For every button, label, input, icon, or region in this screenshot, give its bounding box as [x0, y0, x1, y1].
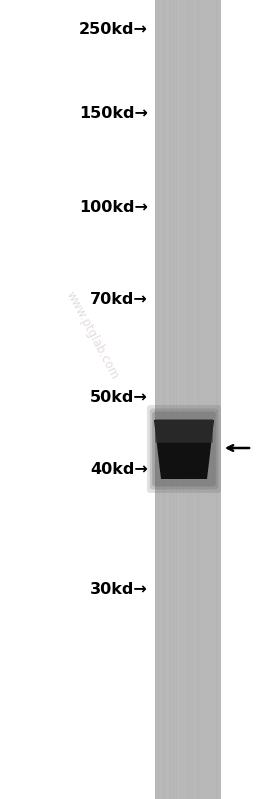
- Bar: [184, 0, 185, 799]
- Text: 70kd→: 70kd→: [90, 292, 148, 307]
- Bar: [159, 0, 160, 799]
- Bar: [169, 0, 170, 799]
- Bar: [214, 0, 215, 799]
- Bar: [216, 0, 217, 799]
- Bar: [177, 0, 178, 799]
- Bar: [198, 0, 199, 799]
- Bar: [206, 0, 207, 799]
- Bar: [200, 0, 202, 799]
- Bar: [186, 0, 187, 799]
- Bar: [219, 0, 220, 799]
- Bar: [155, 0, 157, 799]
- Bar: [204, 0, 205, 799]
- Bar: [179, 0, 181, 799]
- Bar: [158, 0, 159, 799]
- Bar: [211, 0, 213, 799]
- FancyBboxPatch shape: [152, 411, 216, 487]
- FancyBboxPatch shape: [155, 419, 213, 443]
- Polygon shape: [154, 420, 214, 479]
- Bar: [176, 0, 177, 799]
- Bar: [192, 0, 193, 799]
- FancyBboxPatch shape: [150, 408, 218, 490]
- Text: 100kd→: 100kd→: [79, 201, 148, 216]
- Bar: [171, 0, 172, 799]
- Bar: [185, 0, 186, 799]
- Bar: [172, 0, 173, 799]
- Text: 40kd→: 40kd→: [90, 462, 148, 476]
- Bar: [197, 0, 198, 799]
- Bar: [217, 0, 218, 799]
- Bar: [167, 0, 169, 799]
- Bar: [157, 0, 158, 799]
- Bar: [207, 0, 208, 799]
- Bar: [210, 0, 211, 799]
- Bar: [214, 0, 216, 799]
- Bar: [188, 0, 189, 799]
- Bar: [193, 0, 194, 799]
- Bar: [190, 0, 192, 799]
- Bar: [183, 0, 184, 799]
- Bar: [161, 0, 162, 799]
- Bar: [170, 0, 171, 799]
- Bar: [218, 0, 219, 799]
- Bar: [220, 0, 221, 799]
- Text: 30kd→: 30kd→: [90, 582, 148, 598]
- FancyBboxPatch shape: [147, 405, 221, 493]
- Text: www.ptglab.com: www.ptglab.com: [64, 289, 121, 382]
- Bar: [155, 0, 221, 799]
- Bar: [202, 0, 204, 799]
- Bar: [162, 0, 163, 799]
- Text: 150kd→: 150kd→: [79, 105, 148, 121]
- Bar: [213, 0, 214, 799]
- Text: 250kd→: 250kd→: [79, 22, 148, 38]
- Bar: [199, 0, 200, 799]
- Bar: [195, 0, 196, 799]
- Bar: [181, 0, 182, 799]
- Bar: [174, 0, 175, 799]
- Bar: [160, 0, 161, 799]
- Bar: [163, 0, 164, 799]
- Bar: [209, 0, 210, 799]
- Bar: [189, 0, 190, 799]
- Bar: [187, 0, 188, 799]
- Bar: [196, 0, 197, 799]
- Bar: [164, 0, 165, 799]
- Bar: [208, 0, 209, 799]
- Text: 50kd→: 50kd→: [90, 389, 148, 404]
- Bar: [182, 0, 183, 799]
- Bar: [173, 0, 174, 799]
- Bar: [165, 0, 166, 799]
- Bar: [178, 0, 179, 799]
- Bar: [194, 0, 195, 799]
- Bar: [166, 0, 167, 799]
- Bar: [175, 0, 176, 799]
- Bar: [205, 0, 206, 799]
